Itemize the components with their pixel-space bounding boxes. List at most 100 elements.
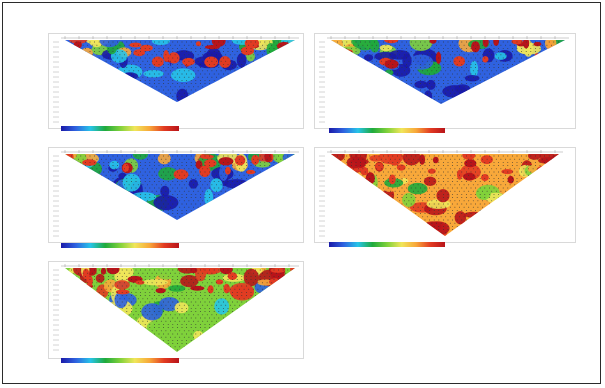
- measurement-dot: [199, 41, 201, 43]
- measurement-dot: [206, 168, 208, 170]
- measurement-dot: [387, 41, 389, 43]
- measurement-dot: [417, 216, 419, 218]
- measurement-dot: [449, 44, 451, 46]
- measurement-dot: [401, 181, 403, 183]
- measurement-dot: [438, 99, 440, 101]
- measurement-dot: [532, 216, 534, 218]
- measurement-dot: [183, 92, 185, 94]
- measurement-dot: [273, 203, 275, 205]
- resistivity-anomaly: [414, 80, 428, 89]
- measurement-dot: [511, 95, 513, 97]
- measurement-dot: [232, 67, 234, 69]
- measurement-dot: [280, 272, 282, 274]
- measurement-dot: [241, 155, 243, 157]
- measurement-dot: [431, 158, 433, 160]
- measurement-dot: [190, 79, 192, 81]
- measurement-dot: [475, 99, 477, 101]
- measurement-dot: [424, 187, 426, 189]
- measurement-dot: [532, 168, 534, 170]
- measurement-dot: [204, 155, 206, 157]
- measurement-dot: [126, 193, 128, 195]
- measurement-dot: [250, 177, 252, 179]
- measurement-dot: [126, 213, 128, 215]
- high-resistivity-spot: [549, 56, 555, 68]
- measurement-dot: [151, 44, 153, 46]
- measurement-dot: [222, 213, 224, 215]
- measurement-dot: [158, 73, 160, 75]
- measurement-dot: [188, 184, 190, 186]
- measurement-dot: [140, 83, 142, 85]
- measurement-dot: [449, 174, 451, 176]
- measurement-dot: [383, 73, 385, 75]
- measurement-dot: [250, 187, 252, 189]
- measurement-dot: [530, 171, 532, 173]
- measurement-dot: [521, 187, 523, 189]
- measurement-dot: [507, 95, 509, 97]
- measurement-dot: [539, 57, 541, 59]
- measurement-dot: [534, 161, 536, 163]
- measurement-dot: [91, 158, 93, 160]
- measurement-dot: [275, 92, 277, 94]
- measurement-dot: [153, 57, 155, 59]
- measurement-dot: [344, 184, 345, 186]
- measurement-dot: [167, 279, 169, 281]
- measurement-dot: [378, 225, 380, 227]
- measurement-dot: [557, 209, 559, 211]
- measurement-dot: [232, 209, 234, 211]
- measurement-dot: [239, 168, 240, 170]
- measurement-dot: [135, 197, 137, 199]
- measurement-dot: [422, 200, 424, 202]
- measurement-dot: [103, 95, 105, 97]
- measurement-dot: [521, 213, 523, 215]
- measurement-dot: [112, 177, 114, 179]
- measurement-dot: [511, 73, 513, 75]
- measurement-dot: [553, 83, 555, 85]
- measurement-dot: [436, 168, 437, 170]
- measurement-dot: [271, 190, 273, 192]
- measurement-dot: [225, 44, 227, 46]
- resistivity-anomaly: [379, 44, 393, 51]
- measurement-dot: [271, 184, 273, 186]
- measurement-dot: [341, 155, 343, 157]
- measurement-dot: [373, 79, 375, 81]
- measurement-dot: [337, 95, 339, 97]
- measurement-dot: [442, 171, 444, 173]
- measurement-dot: [174, 86, 176, 88]
- measurement-dot: [438, 161, 440, 163]
- measurement-dot: [294, 168, 295, 170]
- measurement-dot: [133, 54, 135, 56]
- measurement-dot: [406, 181, 408, 183]
- measurement-dot: [514, 86, 516, 88]
- measurement-dot: [227, 269, 229, 271]
- measurement-dot: [518, 60, 520, 62]
- measurement-dot: [341, 89, 343, 91]
- measurement-dot: [465, 89, 467, 91]
- measurement-dot: [523, 54, 525, 56]
- measurement-dot: [66, 99, 68, 101]
- measurement-dot: [137, 216, 139, 218]
- measurement-dot: [264, 99, 266, 101]
- measurement-dot: [392, 155, 394, 157]
- measurement-dot: [135, 41, 137, 43]
- measurement-dot: [206, 282, 208, 284]
- measurement-dot: [431, 60, 433, 62]
- measurement-dot: [401, 89, 403, 91]
- measurement-dot: [227, 63, 229, 65]
- measurement-dot: [521, 193, 523, 195]
- measurement-dot: [110, 200, 112, 202]
- measurement-dot: [289, 184, 291, 186]
- measurement-dot: [442, 177, 444, 179]
- measurement-dot: [415, 219, 417, 221]
- measurement-dot: [484, 47, 486, 49]
- measurement-dot: [87, 44, 89, 46]
- measurement-dot: [493, 57, 495, 59]
- measurement-dot: [468, 168, 470, 170]
- measurement-dot: [555, 44, 557, 46]
- measurement-dot: [245, 95, 247, 97]
- measurement-dot: [142, 54, 144, 56]
- measurement-dot: [348, 174, 350, 176]
- measurement-dot: [266, 92, 268, 94]
- measurement-dot: [511, 193, 513, 195]
- measurement-dot: [278, 47, 280, 49]
- measurement-dot: [551, 70, 552, 72]
